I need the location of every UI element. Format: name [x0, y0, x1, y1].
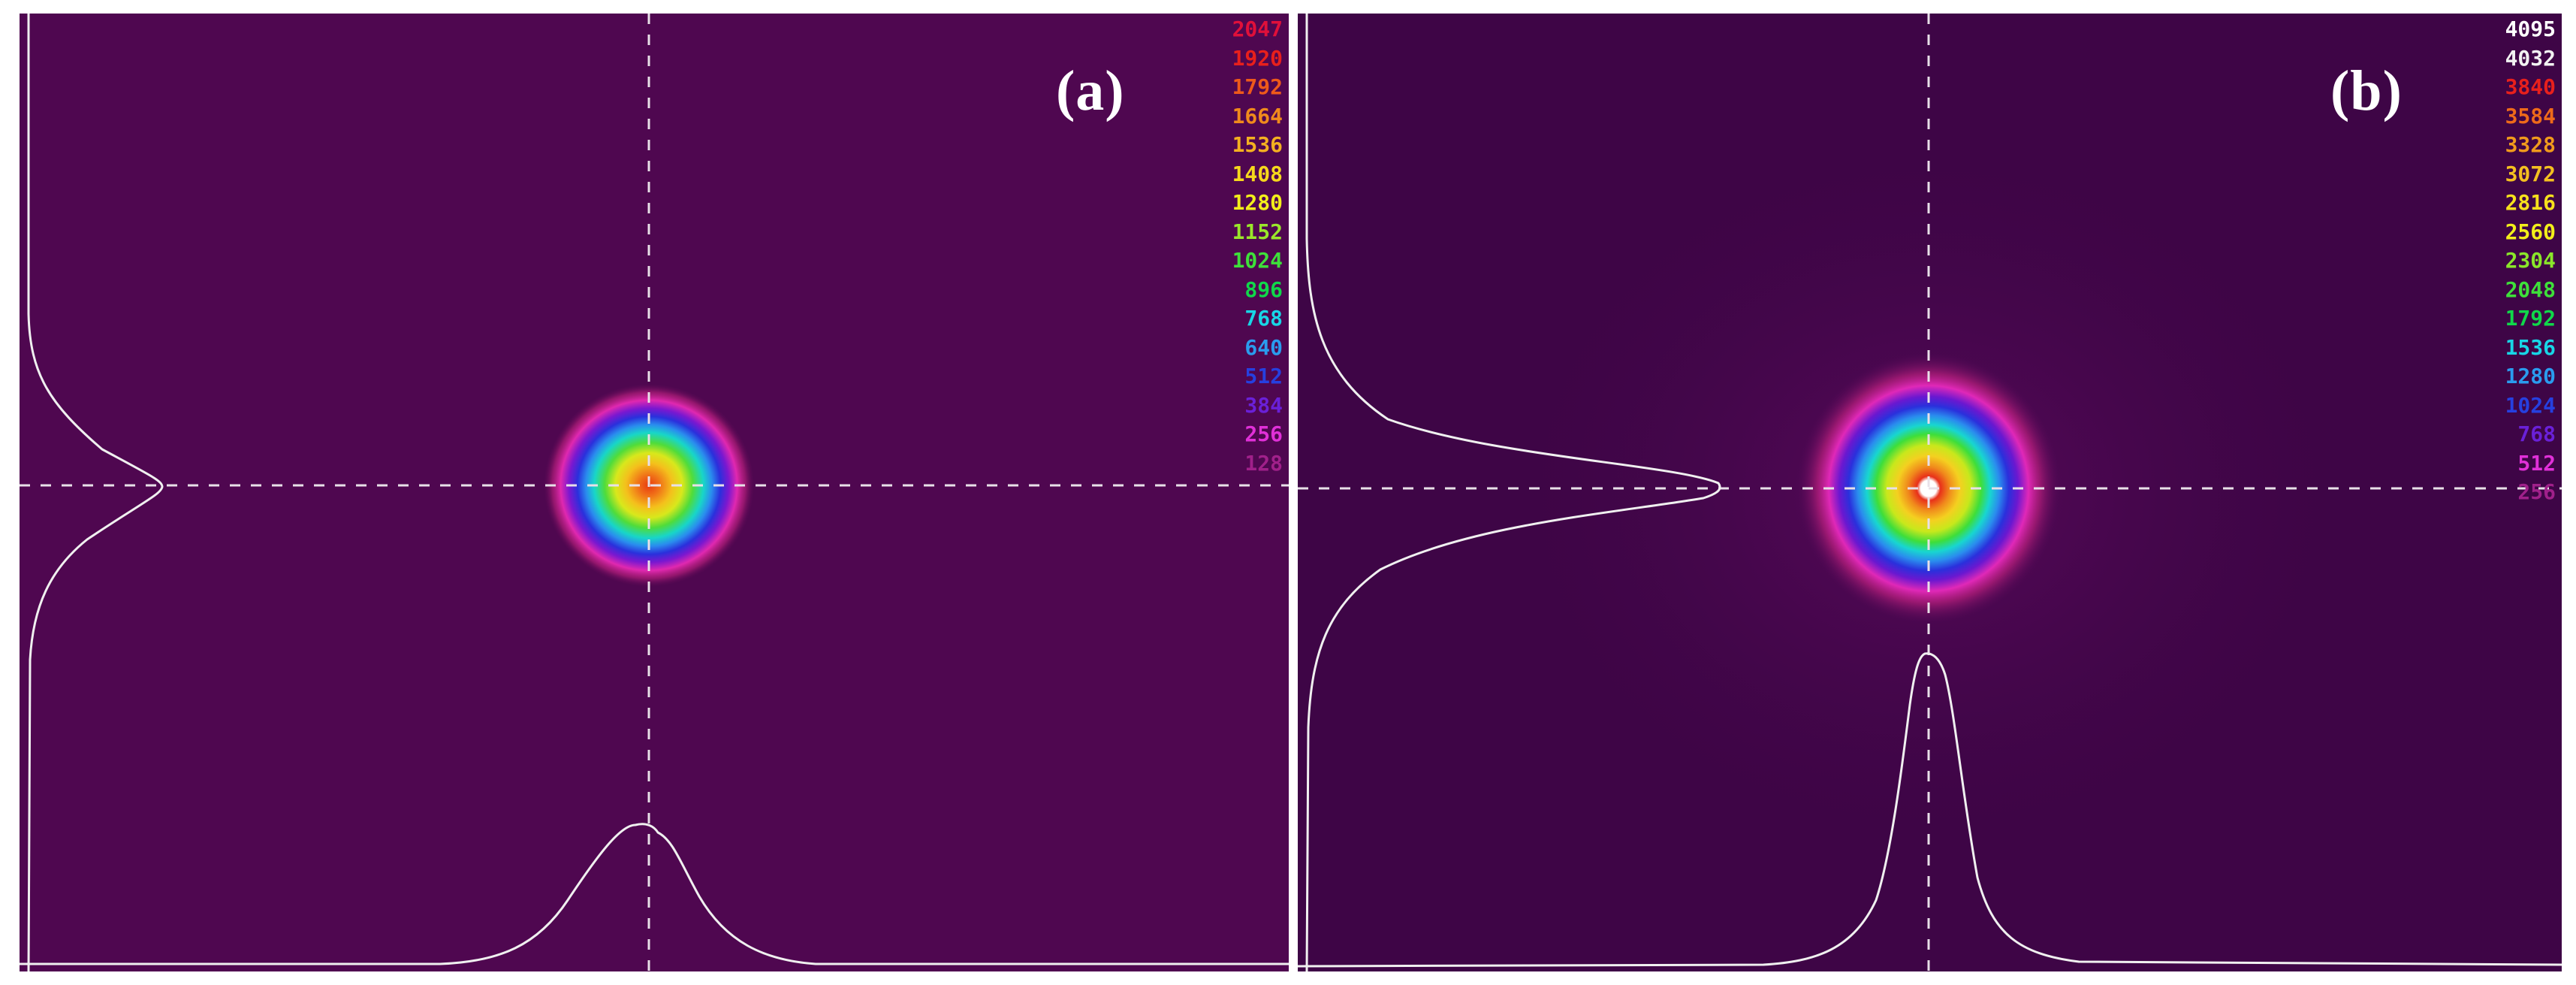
scale-value: 384 [1244, 392, 1283, 418]
beam-profile-panel-a: (a) 2047 1920 1792 1664 1536 1408 1280 1… [20, 14, 1289, 971]
scale-value: 1024 [2505, 392, 2556, 418]
panel-label: (a) [1056, 59, 1125, 122]
scale-value: 4032 [2505, 45, 2556, 71]
beam-profile-image-a [20, 14, 1289, 971]
color-scale-b: 4095 4032 3840 3584 3328 3072 2816 2560 … [2505, 15, 2556, 507]
scale-value: 512 [1244, 364, 1283, 388]
scale-value: 2560 [2505, 219, 2556, 244]
scale-value: 768 [1244, 306, 1283, 331]
horizontal-profile-a [20, 823, 1289, 965]
panel-label: (b) [2330, 59, 2403, 122]
scale-value: 3840 [2505, 74, 2556, 99]
scale-value: 256 [1244, 421, 1283, 446]
beam-profile-image-b [1298, 14, 2562, 971]
scale-value: 768 [2517, 421, 2556, 446]
scale-value: 1024 [1232, 248, 1283, 273]
scale-value: 1792 [1232, 74, 1283, 99]
scale-value: 1792 [2505, 306, 2556, 331]
scale-value: 1280 [2505, 364, 2556, 388]
scale-value: 1152 [1232, 219, 1283, 244]
vertical-profile-a [27, 14, 164, 971]
scale-value: 256 [2517, 479, 2556, 504]
scale-value: 2304 [2505, 248, 2556, 273]
scale-value: 3072 [2505, 161, 2556, 186]
scale-value: 1664 [1232, 103, 1283, 128]
horizontal-profile-b [1298, 652, 2562, 968]
scale-value: 3328 [2505, 132, 2556, 157]
scale-value: 640 [1244, 334, 1283, 360]
scale-value: 128 [1244, 450, 1283, 476]
scale-value: 1536 [2505, 334, 2556, 360]
scale-value: 2816 [2505, 190, 2556, 215]
scale-value: 1280 [1232, 190, 1283, 215]
scale-value: 512 [2517, 450, 2556, 476]
scale-value: 3584 [2505, 103, 2556, 128]
color-scale-a: 2047 1920 1792 1664 1536 1408 1280 1152 … [1232, 15, 1283, 478]
beam-profile-panel-b: (b) 4095 4032 3840 3584 3328 3072 2816 2… [1298, 14, 2562, 971]
scale-value: 1920 [1232, 45, 1283, 71]
scale-value: 2048 [2505, 276, 2556, 302]
scale-value: 1408 [1232, 161, 1283, 186]
scale-value: 2047 [1232, 17, 1283, 41]
scale-value: 1536 [1232, 132, 1283, 157]
vertical-profile-b [1305, 14, 1721, 971]
scale-value: 4095 [2505, 17, 2556, 41]
scale-value: 896 [1244, 276, 1283, 302]
